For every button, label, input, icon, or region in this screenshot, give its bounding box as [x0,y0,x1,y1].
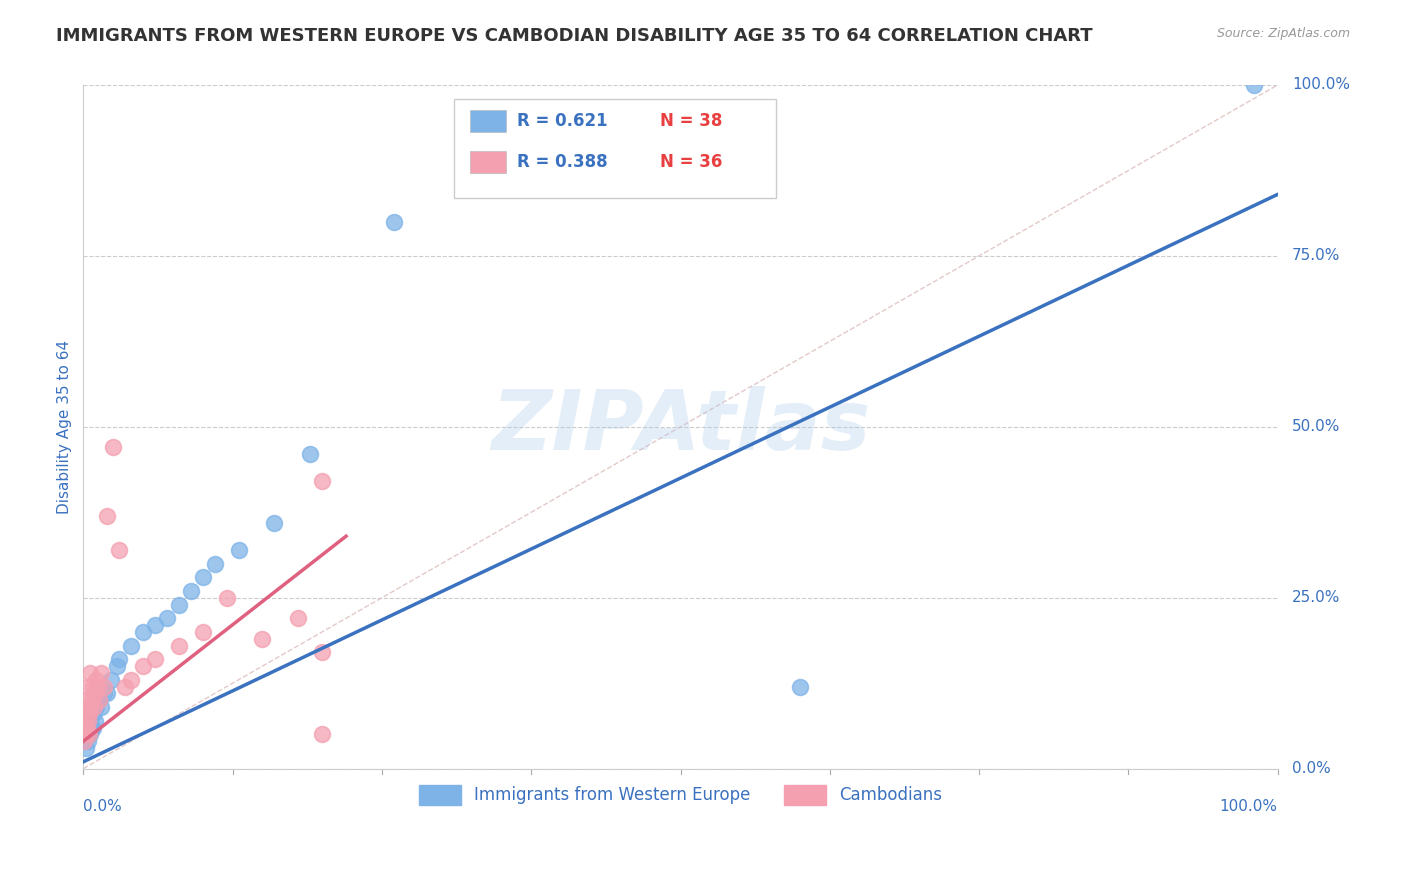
Point [84,686,107,700]
Point [191,624,214,639]
Point [114,680,136,694]
Point [77,714,100,728]
Point [76,693,98,707]
Point [93,686,115,700]
Point [76,727,98,741]
Point [75,741,97,756]
Point [86,680,108,694]
Point [180,583,202,598]
Text: R = 0.621: R = 0.621 [517,112,607,130]
Point [86,700,108,714]
Point [87,686,110,700]
Point [96,508,118,523]
Point [252,632,274,646]
Point [299,447,322,461]
Text: IMMIGRANTS FROM WESTERN EUROPE VS CAMBODIAN DISABILITY AGE 35 TO 64 CORRELATION : IMMIGRANTS FROM WESTERN EUROPE VS CAMBOD… [56,27,1092,45]
Point [77,706,100,721]
Point [80,721,103,735]
Point [311,645,333,659]
Point [77,721,100,735]
Point [287,611,309,625]
Text: 0.0%: 0.0% [1292,761,1331,776]
Point [83,700,105,714]
Point [132,659,155,673]
Point [73,721,96,735]
Text: 100.0%: 100.0% [1220,799,1278,814]
Point [82,706,104,721]
Point [108,542,131,557]
Point [86,693,108,707]
Point [82,680,104,694]
Point [84,714,107,728]
Point [100,673,122,687]
Text: Source: ZipAtlas.com: Source: ZipAtlas.com [1216,27,1350,40]
Point [77,727,100,741]
Point [77,734,100,748]
Point [143,652,166,666]
Point [311,727,333,741]
Point [93,680,115,694]
Point [77,714,100,728]
Point [101,440,124,454]
Point [73,734,96,748]
Point [382,215,405,229]
Point [156,611,179,625]
Point [1243,78,1265,92]
FancyBboxPatch shape [470,111,506,132]
Point [105,659,128,673]
Point [79,665,101,680]
Point [75,727,97,741]
Text: 75.0%: 75.0% [1292,248,1340,263]
Point [108,652,131,666]
Legend: Immigrants from Western Europe, Cambodians: Immigrants from Western Europe, Cambodia… [412,778,949,812]
Point [83,700,105,714]
Point [86,673,108,687]
Point [73,734,96,748]
Point [80,706,103,721]
Point [77,680,100,694]
Point [80,693,103,707]
Text: R = 0.388: R = 0.388 [517,153,607,171]
Text: 25.0%: 25.0% [1292,591,1340,606]
Point [263,516,285,530]
Text: 50.0%: 50.0% [1292,419,1340,434]
Text: ZIPAtlas: ZIPAtlas [491,386,870,467]
Point [204,557,226,571]
Point [76,721,98,735]
Point [311,475,333,489]
Text: 100.0%: 100.0% [1292,78,1350,93]
Point [789,680,811,694]
Point [79,700,101,714]
FancyBboxPatch shape [454,99,776,198]
Point [79,727,101,741]
Point [120,673,142,687]
Point [75,706,97,721]
Text: 0.0%: 0.0% [83,799,122,814]
Point [82,721,104,735]
Point [228,542,250,557]
Point [167,639,190,653]
Point [90,665,112,680]
Point [77,727,100,741]
Point [132,624,155,639]
Point [143,618,166,632]
Point [120,639,142,653]
Point [76,714,98,728]
Point [96,686,118,700]
Text: N = 38: N = 38 [661,112,723,130]
Point [87,693,110,707]
Point [167,598,190,612]
Point [90,700,112,714]
Text: N = 36: N = 36 [661,153,723,171]
Point [215,591,238,605]
Y-axis label: Disability Age 35 to 64: Disability Age 35 to 64 [58,340,72,514]
Point [191,570,214,584]
FancyBboxPatch shape [470,152,506,173]
